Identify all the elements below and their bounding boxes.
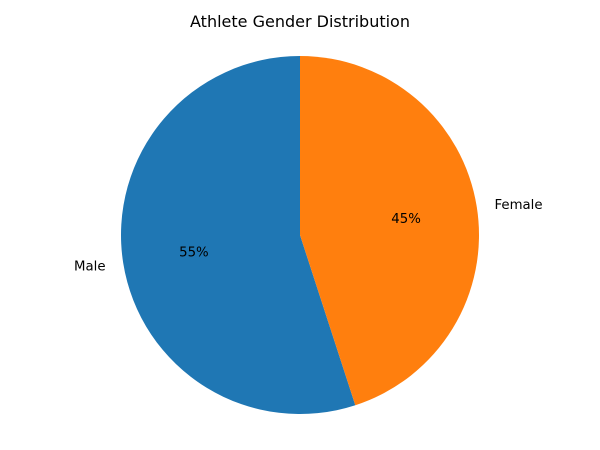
slice-percent-male: 55% bbox=[179, 245, 209, 260]
slice-label-female: Female bbox=[494, 198, 542, 213]
slice-label-male: Male bbox=[74, 259, 106, 274]
pie-slice-male bbox=[120, 56, 356, 415]
pie-slice-female bbox=[300, 56, 479, 406]
slice-percent-female: 45% bbox=[391, 212, 421, 227]
chart-title: Athlete Gender Distribution bbox=[190, 12, 410, 31]
